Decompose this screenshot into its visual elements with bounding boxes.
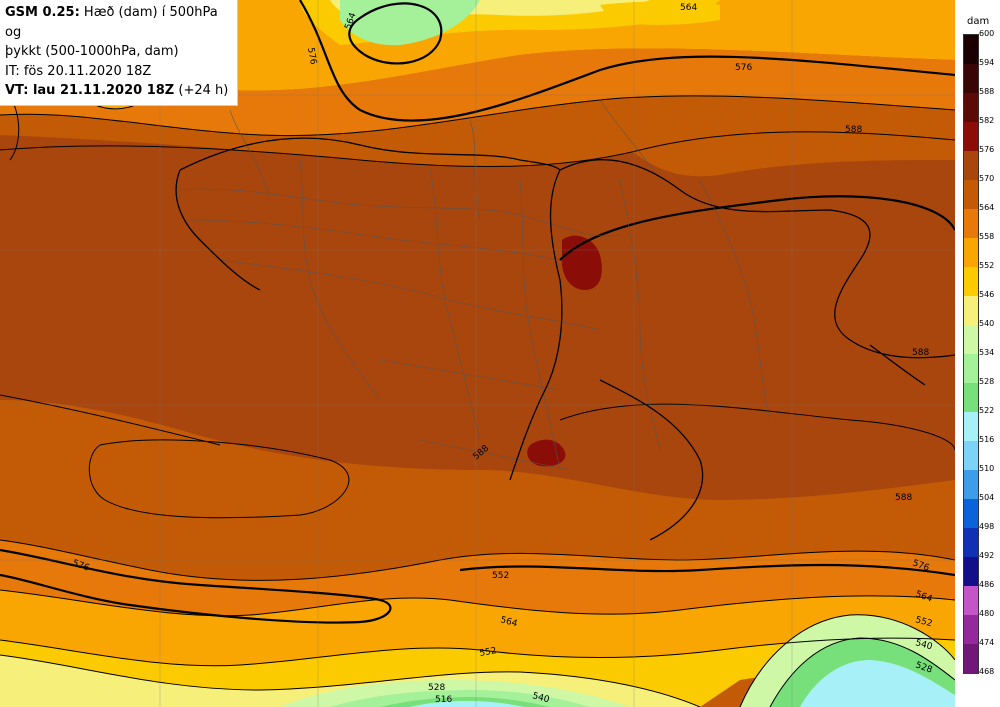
band-564-north <box>0 48 955 136</box>
forecast-map: 564 576 588 576 564 576 552 564 552 540 … <box>0 0 955 707</box>
legend-swatch <box>964 209 978 239</box>
contour-label: 576 <box>735 63 752 73</box>
legend-label: 552 <box>979 261 995 270</box>
legend-label: 528 <box>979 377 995 386</box>
legend-label: 558 <box>979 232 995 241</box>
legend-label: 576 <box>979 145 995 154</box>
legend-swatch <box>964 151 978 181</box>
band-558-north <box>0 0 955 91</box>
legend-swatch <box>964 325 978 355</box>
legend-label: 492 <box>979 551 995 560</box>
legend-label: 498 <box>979 522 995 531</box>
contour-label: 540 <box>531 691 550 705</box>
legend-swatch <box>964 499 978 529</box>
legend-label: 516 <box>979 435 995 444</box>
legend-swatch <box>964 586 978 616</box>
legend-label: 522 <box>979 406 995 415</box>
model-name: GSM 0.25: <box>5 5 80 20</box>
legend-swatch <box>964 383 978 413</box>
legend-label: 468 <box>979 667 995 676</box>
legend-swatch <box>964 441 978 471</box>
legend-swatch <box>964 557 978 587</box>
legend-swatch <box>964 238 978 268</box>
legend-swatch <box>964 93 978 123</box>
contour-label: 564 <box>499 615 518 629</box>
contour-label: 516 <box>435 695 452 705</box>
band-558-south <box>0 590 955 666</box>
legend-label: 474 <box>979 638 995 647</box>
valid-time-line: VT: lau 21.11.2020 18Z (+24 h) <box>5 81 231 101</box>
legend-unit: dam <box>967 16 990 27</box>
legend-swatch <box>964 180 978 210</box>
legend-label: 594 <box>979 58 995 67</box>
band-540-north <box>340 0 480 46</box>
legend-swatch <box>964 354 978 384</box>
legend-swatch <box>964 644 978 674</box>
contour-label: 576 <box>305 47 318 66</box>
band-se-522 <box>800 660 955 707</box>
legend-label: 564 <box>979 203 995 212</box>
legend-label: 570 <box>979 174 995 183</box>
contour-label: 540 <box>914 638 933 652</box>
field-description: Hæð (dam) í 500hPa og <box>5 5 218 40</box>
legend-swatch <box>964 412 978 442</box>
north-tip-546 <box>600 1 720 25</box>
contour-label: 588 <box>895 493 912 503</box>
legend-label: 588 <box>979 87 995 96</box>
band-582-south <box>527 439 566 467</box>
legend-label: 480 <box>979 609 995 618</box>
legend-swatch <box>964 267 978 297</box>
band-522-south <box>410 701 525 707</box>
legend-label: 546 <box>979 290 995 299</box>
legend-swatch <box>964 296 978 326</box>
color-legend: dam 600 594 588 582 576 570 564 558 552 546 540 534… <box>955 0 1000 707</box>
legend-swatch <box>964 528 978 558</box>
forecast-offset: (+24 h) <box>178 83 229 98</box>
legend-label: 582 <box>979 116 995 125</box>
valid-time: VT: lau 21.11.2020 18Z <box>5 83 175 98</box>
field-description-2: þykkt (500-1000hPa, dam) <box>5 44 179 59</box>
band-576-main <box>0 131 955 500</box>
legend-label: 504 <box>979 493 995 502</box>
info-panel: GSM 0.25: Hæð (dam) í 500hPa og þykkt (5… <box>0 0 238 106</box>
legend-label: 510 <box>979 464 995 473</box>
title-line: GSM 0.25: Hæð (dam) í 500hPa og <box>5 3 231 42</box>
legend-label: 486 <box>979 580 995 589</box>
contour-label: 528 <box>428 683 445 693</box>
legend-swatch <box>964 35 978 65</box>
band-570-south <box>0 400 955 581</box>
legend-label: 540 <box>979 319 995 328</box>
legend-label: 534 <box>979 348 995 357</box>
band-570-east <box>620 126 955 177</box>
legend-swatch <box>964 122 978 152</box>
contour-label: 552 <box>492 571 509 581</box>
contour-label: 552 <box>914 615 933 629</box>
legend-colorbar <box>963 34 979 674</box>
contour-label: 588 <box>845 125 862 135</box>
contour-label: 552 <box>479 646 498 659</box>
contour-label: 588 <box>912 348 929 358</box>
legend-label: 600 <box>979 29 995 38</box>
init-time: IT: fös 20.11.2020 18Z <box>5 63 152 79</box>
legend-swatch <box>964 470 978 500</box>
contour-label: 564 <box>680 3 697 13</box>
legend-swatch <box>964 64 978 94</box>
legend-swatch <box>964 615 978 645</box>
